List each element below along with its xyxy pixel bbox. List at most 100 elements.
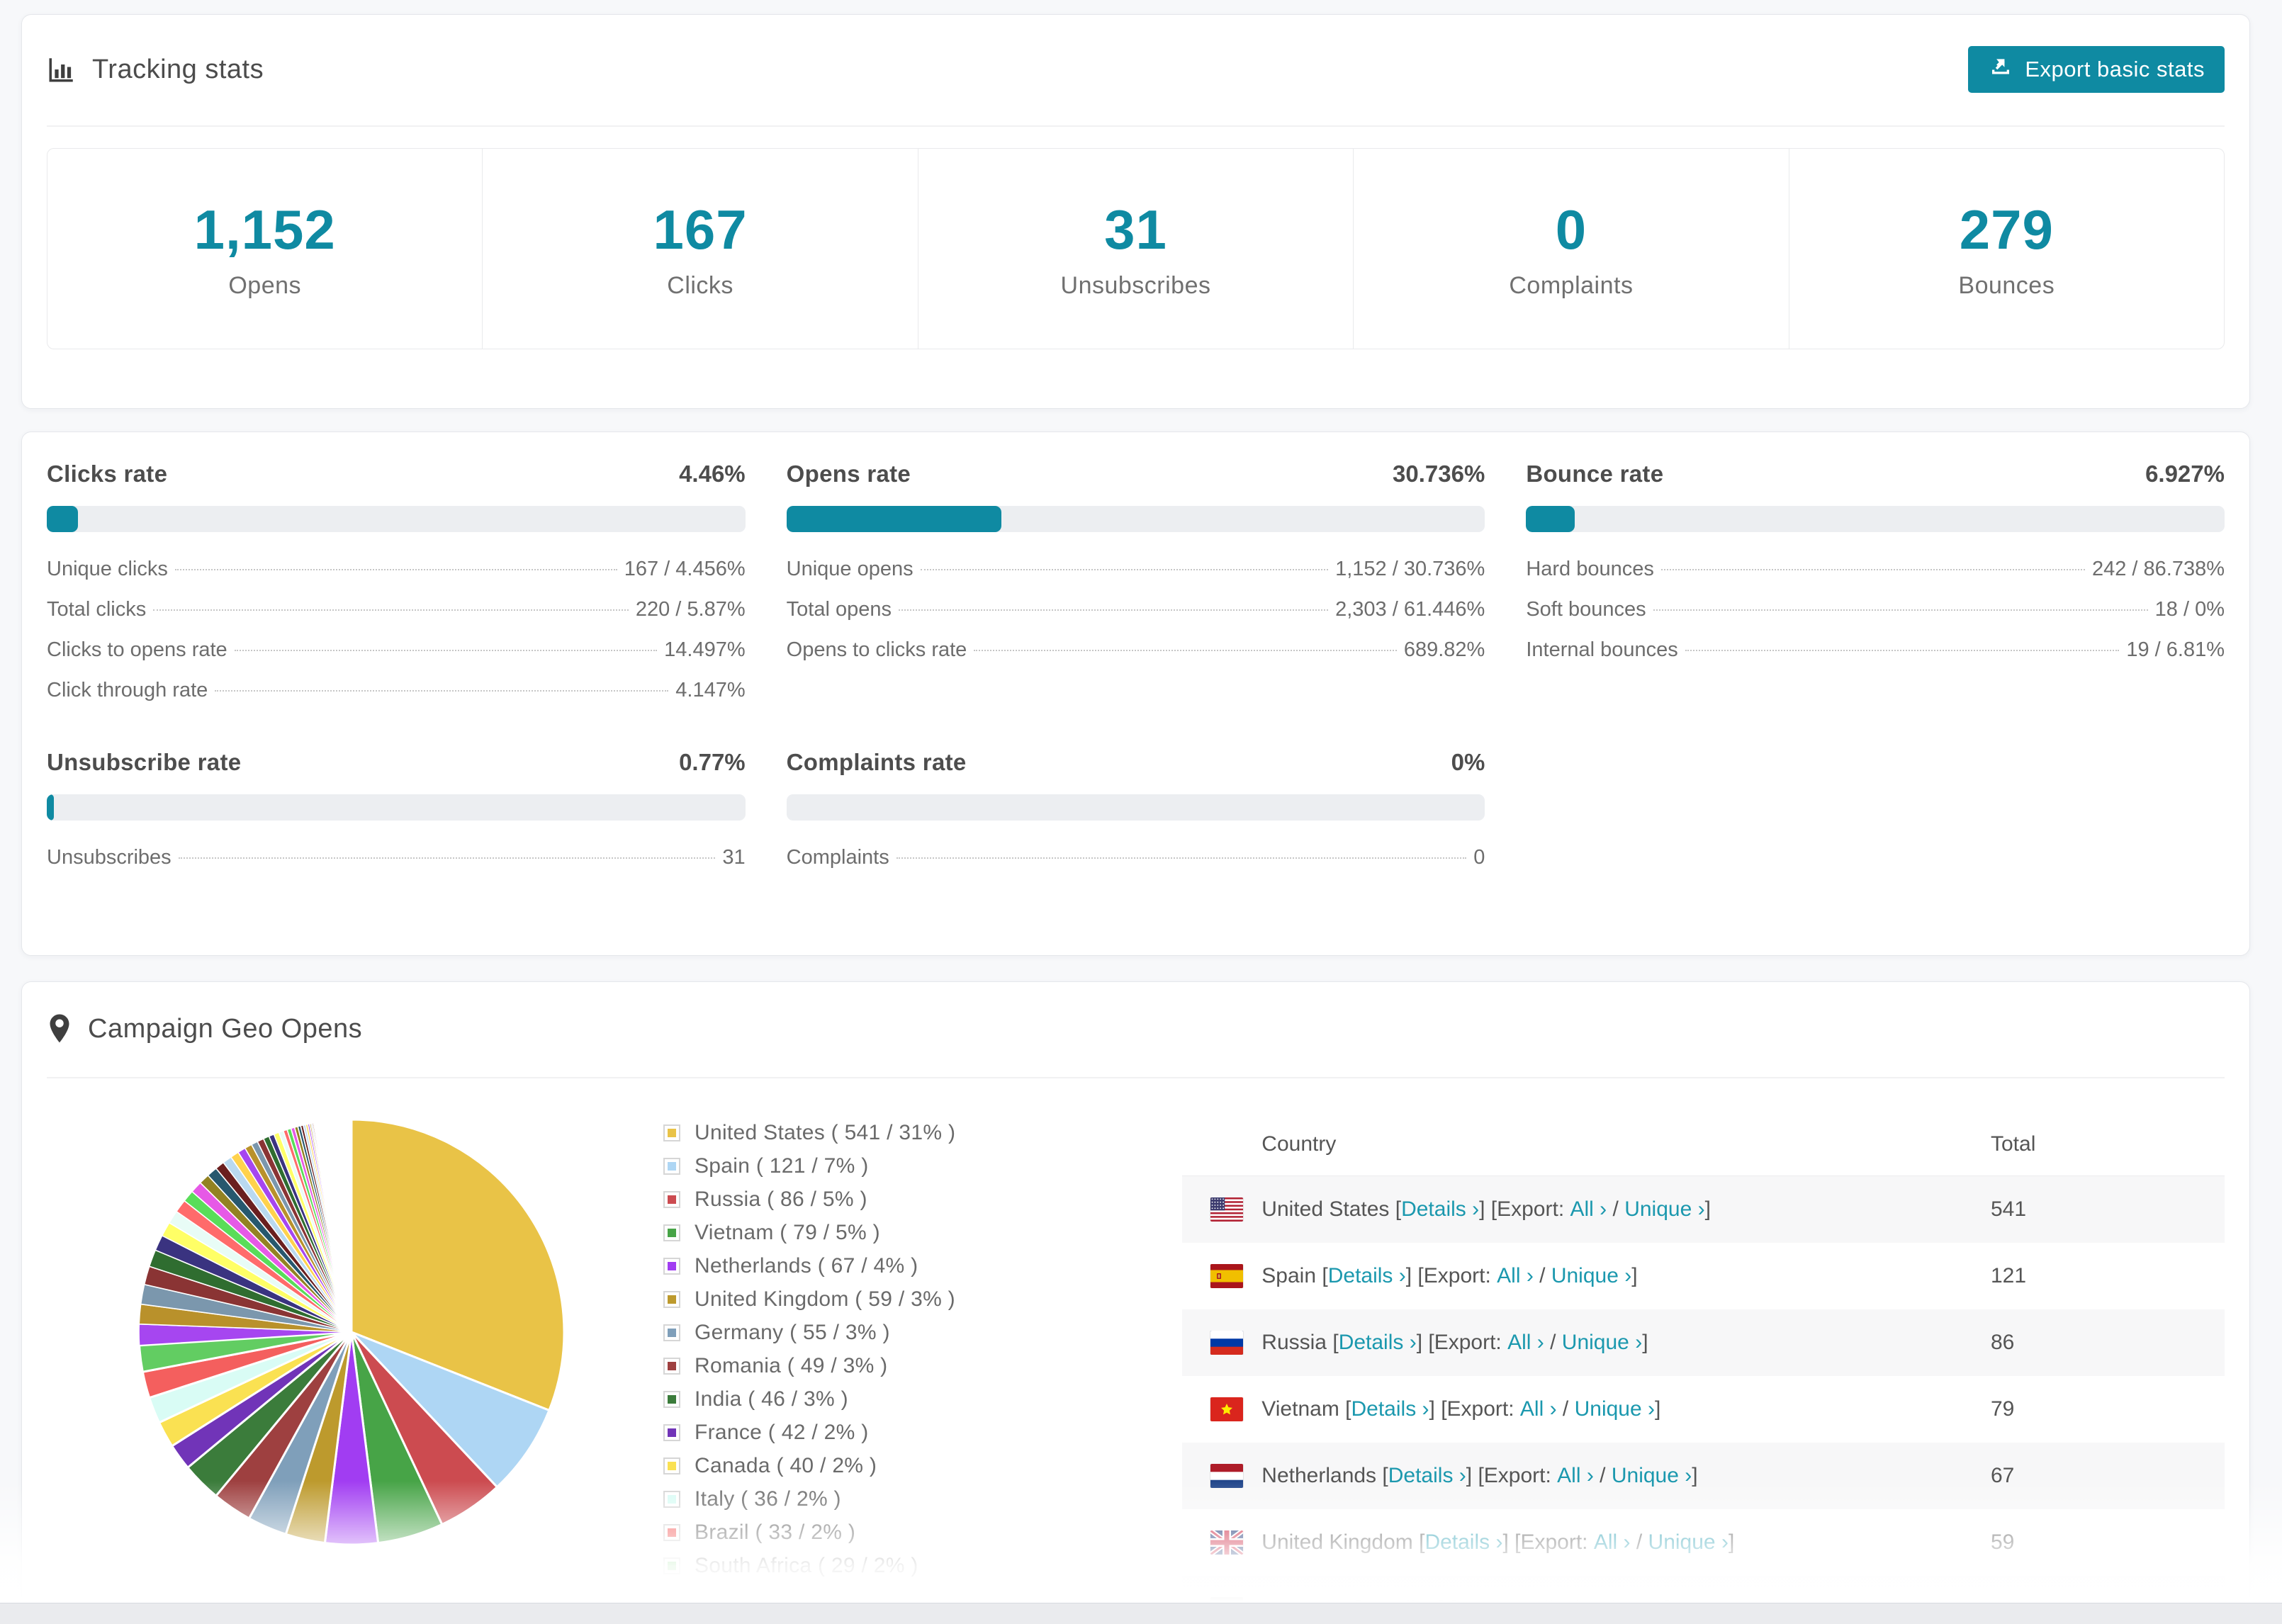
legend-item: United States ( 541 / 31% ) — [663, 1121, 955, 1145]
detail-value: 2,303 / 61.446% — [1335, 598, 1485, 621]
rate-value: 4.46% — [679, 461, 746, 487]
detail-value: 167 / 4.456% — [624, 558, 746, 580]
legend-item: India ( 46 / 3% ) — [663, 1387, 955, 1411]
country-name: United Kingdom — [1261, 1530, 1420, 1554]
legend-swatch — [663, 1491, 680, 1508]
legend-label: Canada ( 40 / 2% ) — [695, 1454, 877, 1477]
legend-item: Germany ( 55 / 3% ) — [663, 1321, 955, 1345]
export-unique-link[interactable]: Unique › — [1574, 1397, 1656, 1421]
rate-progress-fill — [47, 794, 54, 821]
rate-progress-bar — [47, 506, 746, 532]
rate-title: Complaints rate — [786, 749, 967, 775]
legend-swatch — [663, 1524, 680, 1541]
details-link[interactable]: Details › — [1424, 1530, 1503, 1554]
export-basic-stats-button[interactable]: Export basic stats — [1968, 46, 2225, 93]
legend-swatch — [663, 1557, 680, 1574]
legend-label: Spain ( 121 / 7% ) — [695, 1154, 869, 1178]
bar-chart-icon — [47, 55, 77, 84]
detail-value: 31 — [722, 846, 746, 869]
rate-progress-bar — [786, 506, 1485, 532]
detail-label: Hard bounces — [1526, 558, 1654, 580]
stat-value: 0 — [1555, 198, 1587, 261]
export-all-link[interactable]: All › — [1507, 1331, 1544, 1354]
export-unique-link[interactable]: Unique › — [1551, 1264, 1632, 1287]
summary-stat-box: 1,152 Opens — [47, 148, 483, 349]
legend-swatch — [663, 1424, 680, 1441]
legend-item: Vietnam ( 79 / 5% ) — [663, 1221, 955, 1245]
details-link[interactable]: Details › — [1388, 1464, 1466, 1487]
rates-card: Clicks rate 4.46% Unique clicks 167 / 4.456… — [21, 432, 2250, 956]
geo-title: Campaign Geo Opens — [47, 1013, 362, 1044]
rate-detail-row: Internal bounces 19 / 6.81% — [1526, 638, 2225, 662]
export-all-link[interactable]: All › — [1557, 1464, 1594, 1487]
rate-title: Bounce rate — [1526, 461, 1664, 487]
stat-label: Clicks — [667, 272, 734, 299]
export-all-link[interactable]: All › — [1570, 1197, 1607, 1221]
rate-detail-row: Unsubscribes 31 — [47, 846, 746, 869]
export-all-link[interactable]: All › — [1497, 1264, 1534, 1287]
legend-label: France ( 42 / 2% ) — [695, 1421, 869, 1444]
country-total: 121 — [1991, 1264, 2027, 1287]
rate-value: 0% — [1451, 749, 1485, 775]
stat-label: Unsubscribes — [1060, 272, 1211, 299]
table-row: Russia [Details ›] [Export: All › / Uniq… — [1182, 1309, 2225, 1376]
country-name: Russia — [1261, 1331, 1333, 1354]
dotted-leader — [1660, 569, 2085, 570]
detail-label: Unique opens — [786, 558, 914, 580]
rate-section-bounce-rate: Bounce rate 6.927% Hard bounces 242 / 86.73… — [1526, 461, 2225, 702]
dotted-leader — [898, 609, 1329, 611]
legend-label: Germany ( 55 / 3% ) — [695, 1321, 890, 1344]
rate-progress-fill — [47, 506, 78, 532]
export-unique-link[interactable]: Unique › — [1561, 1331, 1643, 1354]
rate-detail-row: Click through rate 4.147% — [47, 679, 746, 702]
export-unique-link[interactable]: Unique › — [1624, 1197, 1705, 1221]
legend-swatch — [663, 1191, 680, 1208]
export-all-link[interactable]: All › — [1519, 1397, 1557, 1421]
pie-slice[interactable] — [320, 1121, 352, 1333]
bottom-band — [0, 1603, 2282, 1624]
details-link[interactable]: Details › — [1351, 1397, 1429, 1421]
us-flag-icon — [1210, 1197, 1244, 1222]
legend-item: Brazil ( 33 / 2% ) — [663, 1521, 955, 1545]
stat-label: Bounces — [1958, 272, 2055, 299]
legend-label: Netherlands ( 67 / 4% ) — [695, 1254, 918, 1278]
detail-value: 242 / 86.738% — [2091, 558, 2225, 580]
geo-table-header: Country Total — [1182, 1112, 2225, 1176]
stat-value: 1,152 — [193, 198, 336, 261]
details-link[interactable]: Details › — [1338, 1331, 1417, 1354]
rates-grid: Clicks rate 4.46% Unique clicks 167 / 4.456… — [22, 432, 2249, 912]
details-link[interactable]: Details › — [1327, 1264, 1406, 1287]
legend-label: Romania ( 49 / 3% ) — [695, 1354, 888, 1377]
details-link[interactable]: Details › — [1401, 1197, 1480, 1221]
pie-slice[interactable] — [350, 1118, 566, 1412]
legend-item: Netherlands ( 67 / 4% ) — [663, 1254, 955, 1278]
legend-label: United States ( 541 / 31% ) — [695, 1121, 956, 1144]
stat-label: Complaints — [1509, 272, 1634, 299]
rate-detail-row: Total clicks 220 / 5.87% — [47, 598, 746, 621]
rate-title: Clicks rate — [47, 461, 168, 487]
detail-label: Opens to clicks rate — [786, 638, 967, 661]
detail-value: 4.147% — [675, 679, 746, 701]
ru-flag-icon — [1210, 1331, 1244, 1355]
legend-item: South Africa ( 29 / 2% ) — [663, 1554, 955, 1578]
legend-label: United Kingdom ( 59 / 3% ) — [695, 1287, 955, 1311]
detail-label: Internal bounces — [1526, 638, 1678, 661]
rate-detail-row: Complaints 0 — [787, 846, 1485, 869]
legend-label: Russia ( 86 / 5% ) — [695, 1188, 867, 1211]
rate-title: Opens rate — [786, 461, 911, 487]
rate-progress-fill — [786, 506, 1001, 532]
dotted-leader — [153, 609, 629, 611]
detail-label: Clicks to opens rate — [47, 638, 227, 661]
export-all-link[interactable]: All › — [1593, 1530, 1631, 1554]
rate-progress-fill — [1526, 506, 1575, 532]
legend-label: Italy ( 36 / 2% ) — [695, 1487, 841, 1511]
tracking-stats-card: Tracking stats Export basic stats 1,152 O… — [21, 14, 2250, 409]
country-total: 79 — [1991, 1397, 2015, 1421]
dotted-leader — [178, 857, 716, 859]
export-unique-link[interactable]: Unique › — [1611, 1464, 1692, 1487]
rate-progress-bar — [786, 794, 1485, 821]
export-unique-link[interactable]: Unique › — [1648, 1530, 1729, 1554]
legend-item: Romania ( 49 / 3% ) — [663, 1354, 955, 1378]
dotted-leader — [896, 857, 1467, 859]
